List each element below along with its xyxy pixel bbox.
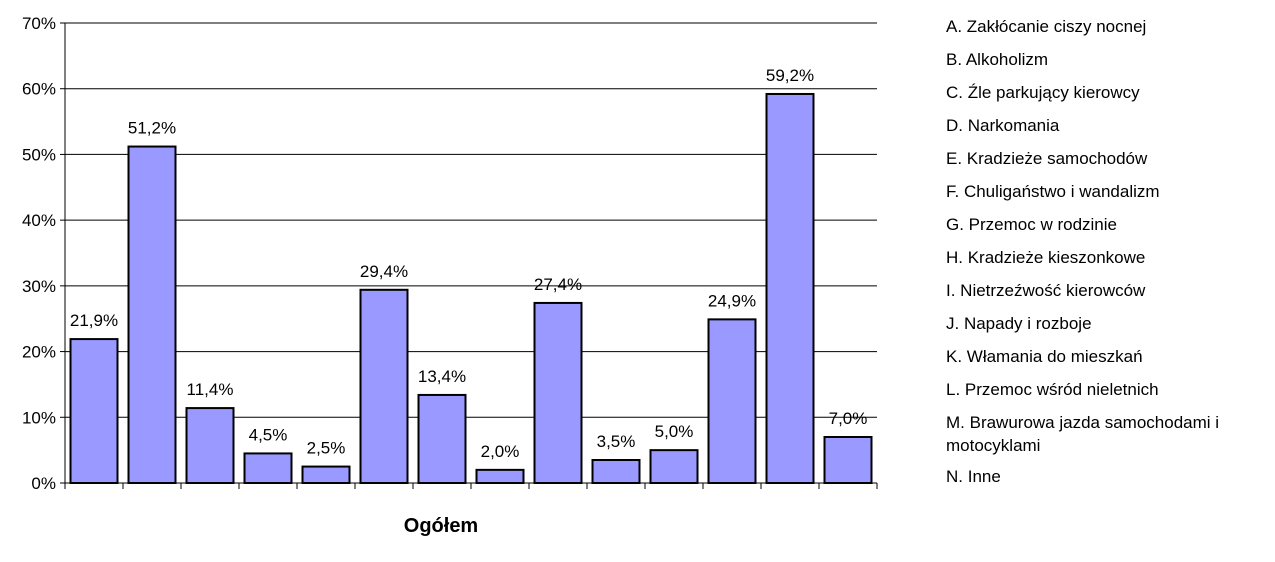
legend-item-i: I. Nietrzeźwość kierowców (946, 281, 1146, 300)
value-label-a: 21,9% (70, 311, 118, 330)
value-label-f: 29,4% (360, 262, 408, 281)
legend-item-e: E. Kradzieże samochodów (946, 149, 1148, 168)
value-label-g: 13,4% (418, 367, 466, 386)
value-label-m: 59,2% (766, 66, 814, 85)
value-label-h: 2,0% (481, 442, 520, 461)
bar-f (359, 288, 409, 484)
value-label-b: 51,2% (128, 119, 176, 138)
bar-k (649, 449, 699, 484)
legend-item-d: D. Narkomania (946, 116, 1060, 135)
legend-item-l: L. Przemoc wśród nieletnich (946, 380, 1159, 399)
value-label-k: 5,0% (655, 422, 694, 441)
bar-e (301, 465, 351, 485)
x-axis-label: Ogółem (404, 515, 478, 537)
value-label-c: 11,4% (187, 380, 234, 399)
y-tick-label: 70% (22, 14, 56, 33)
value-label-n: 7,0% (829, 409, 868, 428)
y-tick-label: 0% (31, 474, 56, 493)
bar-i (533, 301, 583, 485)
value-label-j: 3,5% (597, 432, 636, 451)
legend-item-j: J. Napady i rozboje (946, 314, 1092, 333)
bar-j (591, 459, 641, 484)
bar-c (185, 407, 235, 485)
bar-a (69, 338, 119, 485)
bar-l (707, 318, 757, 484)
bar-n (823, 436, 873, 484)
value-label-e: 2,5% (307, 439, 346, 458)
bar-b (127, 145, 177, 485)
legend-item-g: G. Przemoc w rodzinie (946, 215, 1117, 234)
legend-item-b: B. Alkoholizm (946, 50, 1049, 69)
bars (69, 92, 873, 485)
y-tick-label: 20% (22, 343, 56, 362)
value-label-d: 4,5% (249, 425, 288, 444)
legend-item-k: K. Włamania do mieszkań (946, 347, 1143, 366)
bar-d (243, 452, 293, 484)
y-tick-label: 30% (22, 277, 56, 296)
gridlines (65, 22, 877, 418)
legend-item-a: A. Zakłócanie ciszy nocnej (946, 17, 1147, 36)
legend-item-c: C. Źle parkujący kierowcy (946, 83, 1140, 102)
legend-item-m: M. Brawurowa jazda samochodami i motocyk… (946, 413, 1220, 455)
legend-item-n: N. Inne (946, 467, 1001, 486)
y-tick-label: 60% (22, 80, 56, 99)
bar-chart: 0% 10% 20% 30% 40% 50% 60% 70% 21,9% 51,2% 11,4% 4… (22, 14, 878, 537)
value-label-i: 27,4% (534, 275, 582, 294)
bar-m (765, 92, 815, 484)
y-tick-label: 40% (22, 211, 56, 230)
legend-item-f: F. Chuligaństwo i wandalizm (946, 182, 1160, 201)
bar-h (475, 468, 525, 485)
y-tick-label: 50% (22, 145, 56, 164)
legend-item-h: H. Kradzieże kieszonkowe (946, 248, 1146, 267)
value-labels: 21,9% 51,2% 11,4% 4,5% 2,5% 29,4% 13,4% 2,0% 27,… (70, 66, 867, 461)
bar-g (417, 393, 467, 485)
y-tick-label: 10% (22, 408, 56, 427)
value-label-l: 24,9% (708, 291, 756, 310)
